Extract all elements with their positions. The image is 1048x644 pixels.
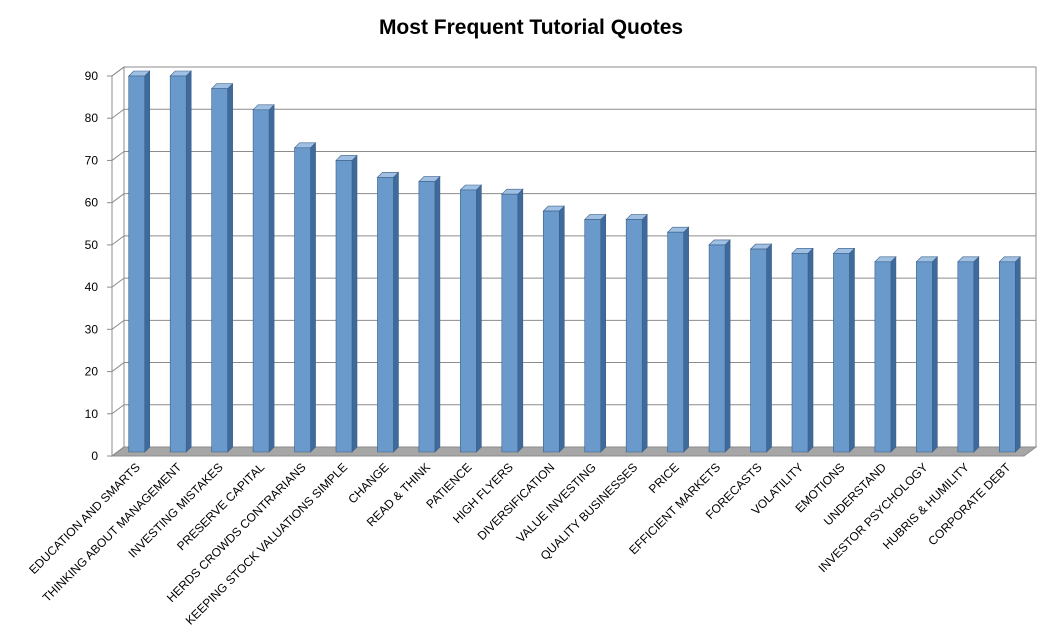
bar-side (1014, 256, 1021, 453)
bar-side (973, 256, 980, 453)
bar-side (351, 154, 358, 453)
bar (957, 256, 980, 453)
bar-front (211, 88, 228, 453)
bar-front (377, 177, 394, 453)
x-tick-label: PRICE (646, 460, 682, 496)
bar (459, 184, 483, 453)
bar (542, 205, 565, 453)
bar-front (667, 231, 684, 453)
bar-front (916, 261, 933, 453)
bar (169, 70, 192, 453)
y-tick-label: 60 (85, 196, 99, 210)
x-tick-label: DIVERSIFICATION (475, 460, 558, 543)
bar-side (227, 82, 233, 453)
bar-side (683, 226, 689, 453)
bar-side (558, 205, 565, 453)
bar (832, 247, 856, 453)
bar (625, 213, 648, 453)
bar (708, 239, 731, 453)
y-tick-label: 50 (85, 238, 99, 252)
bar-front (252, 109, 270, 453)
grid-line (111, 319, 1036, 330)
bar (293, 142, 317, 453)
bar-side (932, 256, 938, 453)
bar-side (393, 171, 399, 453)
floor (110, 446, 1038, 457)
bar-front (791, 253, 809, 453)
bar-front (542, 210, 560, 453)
bar-front (294, 147, 311, 453)
bar-front (460, 189, 477, 453)
bar-front (833, 253, 850, 453)
bar-side (890, 256, 897, 453)
y-tick-label: 20 (85, 365, 99, 379)
bar-front (335, 160, 353, 453)
bar (128, 70, 151, 453)
bar-front (957, 261, 975, 453)
bar-front (998, 261, 1016, 453)
grid-line (111, 108, 1036, 119)
bar-front (625, 219, 643, 453)
grid-line (111, 66, 1036, 77)
grid-line (111, 404, 1036, 415)
bar-side (600, 213, 607, 453)
grid-line (111, 362, 1036, 372)
bar-front (584, 219, 602, 453)
grid-line (111, 235, 1036, 246)
bar (791, 247, 814, 453)
bar-front (874, 261, 892, 453)
x-tick-label: CORPORATE DEBT (925, 460, 1013, 548)
bar-side (641, 213, 648, 453)
bar (335, 154, 358, 453)
bar-side (310, 142, 316, 453)
bar-side (268, 104, 275, 453)
bar-front (501, 193, 519, 453)
bar-side (849, 247, 855, 453)
y-tick-label: 0 (91, 449, 98, 463)
bar-side (144, 70, 151, 453)
bar (418, 175, 441, 453)
bar (998, 256, 1021, 453)
grid-line (111, 193, 1036, 204)
grid-line (111, 150, 1036, 161)
bar-front (169, 75, 187, 453)
bar-side (517, 188, 524, 453)
bar-front (418, 181, 436, 453)
chart-title: Most Frequent Tutorial Quotes (379, 16, 683, 39)
bar-side (434, 175, 441, 453)
bar-side (807, 247, 814, 453)
x-tick-label: VALUE INVESTING (514, 460, 599, 545)
y-tick-label: 90 (85, 69, 99, 83)
bar (210, 82, 234, 453)
y-tick-label: 40 (85, 280, 99, 294)
bar-side (185, 70, 192, 453)
bar (749, 243, 773, 453)
y-tick-label: 80 (85, 111, 99, 125)
bar (252, 104, 275, 453)
bar-front (708, 244, 726, 453)
grid-line (111, 446, 1036, 457)
bar-front (750, 248, 767, 453)
bar-side (724, 239, 731, 453)
bar-side (476, 184, 482, 453)
bar (376, 171, 400, 453)
bar-front (128, 75, 146, 453)
y-tick-label: 70 (85, 153, 99, 167)
y-tick-label: 10 (85, 407, 99, 421)
y-tick-label: 30 (85, 322, 99, 336)
bar (915, 256, 939, 453)
bar (584, 213, 607, 453)
bar (666, 226, 690, 453)
side-wall (111, 66, 125, 457)
grid-line (111, 277, 1036, 288)
bar-side (766, 243, 772, 453)
bar (874, 256, 897, 453)
bar (501, 188, 524, 453)
